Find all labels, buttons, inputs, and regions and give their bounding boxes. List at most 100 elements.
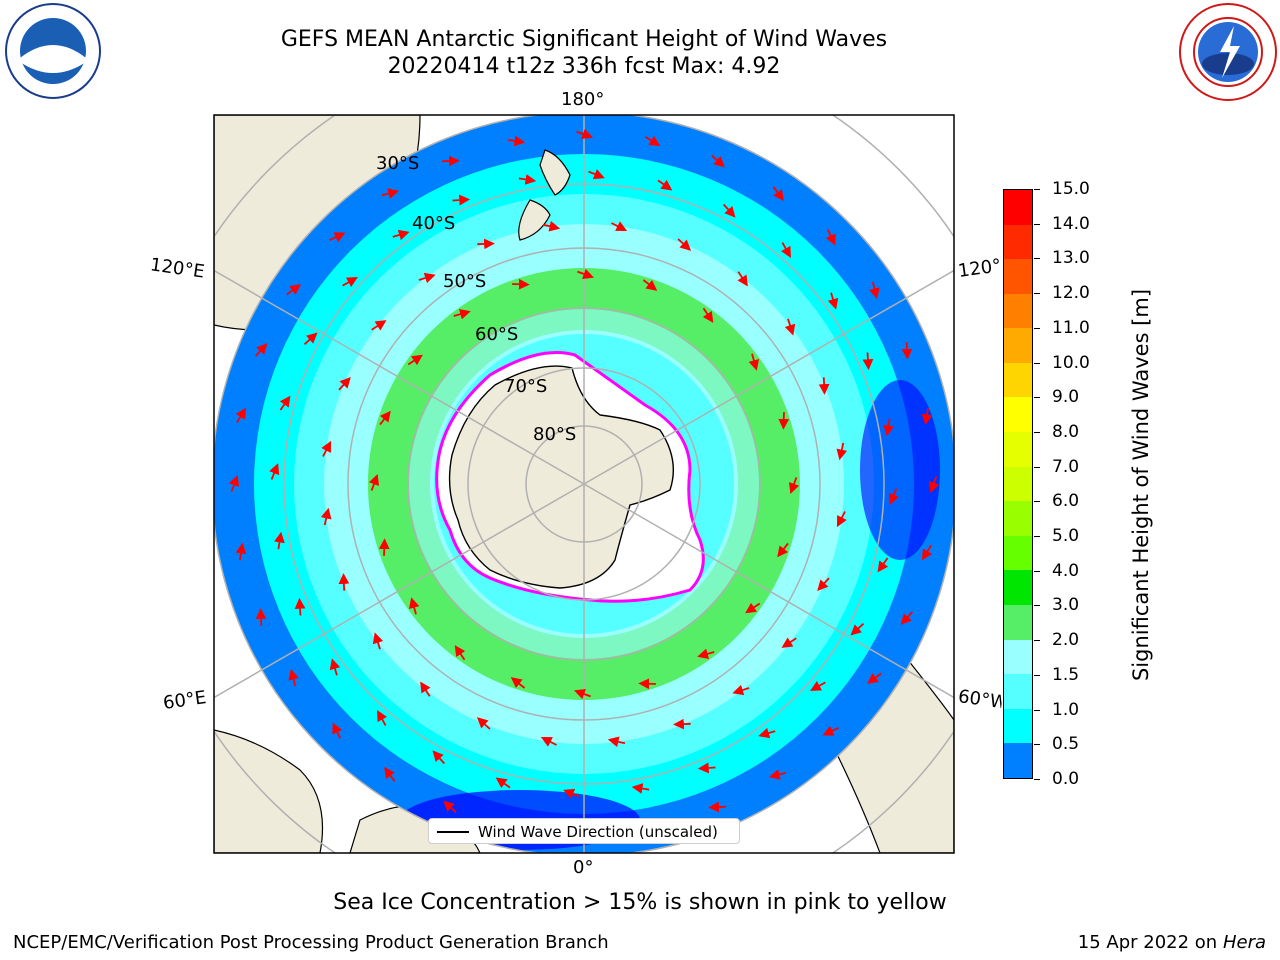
wave-direction-arrow — [407, 354, 423, 366]
wave-direction-arrow — [745, 602, 761, 614]
wave-direction-arrow — [788, 477, 800, 494]
wave-direction-arrow — [748, 353, 760, 371]
colorbar-segment — [1004, 190, 1032, 225]
wave-direction-arrow — [822, 725, 839, 736]
wave-direction-arrow — [836, 442, 848, 461]
wave-direction-arrow — [644, 135, 661, 147]
wave-direction-arrow — [443, 800, 457, 814]
colorbar-tick — [1034, 431, 1040, 433]
wave-direction-arrow — [866, 672, 882, 684]
wave-direction-arrow — [631, 783, 650, 794]
wave-direction-arrow — [758, 727, 776, 739]
lat-label-80s: 80°S — [533, 424, 576, 445]
colorbar-tick — [1034, 362, 1040, 364]
wave-direction-arrow — [540, 736, 557, 747]
wave-direction-arrow — [442, 155, 460, 167]
colorbar-segment — [1004, 501, 1032, 536]
colorbar-segment — [1004, 293, 1032, 329]
wave-direction-arrow — [507, 135, 526, 147]
land-new-zealand — [518, 149, 571, 241]
wave-direction-arrow — [708, 801, 726, 813]
wave-direction-arrow — [784, 318, 796, 336]
wave-direction-arrow — [372, 632, 384, 650]
wave-direction-arrow — [453, 308, 471, 320]
wave-direction-arrow — [381, 188, 400, 199]
wave-direction-arrow — [737, 271, 748, 287]
colorbar-tick — [1034, 709, 1040, 711]
colorbar-tick-label: 2.0 — [1052, 630, 1080, 651]
wave-direction-arrow — [780, 242, 791, 258]
wave-direction-arrow — [286, 284, 302, 296]
lat-label-70s: 70°S — [504, 376, 547, 397]
wave-direction-arrow — [512, 278, 530, 290]
wave-direction-arrow — [929, 476, 940, 493]
wave-direction-arrow — [342, 277, 358, 288]
colorbar-segment — [1004, 708, 1032, 744]
wave-direction-arrow — [294, 597, 306, 616]
lat-label-30s: 30°S — [376, 153, 419, 174]
wave-direction-arrow — [817, 577, 830, 592]
colorbar-tick-label: 0.0 — [1052, 769, 1080, 789]
chart-subtitle: 20220414 t12z 336h fcst Max: 4.92 — [387, 54, 781, 79]
wave-direction-arrow — [576, 128, 593, 139]
colorbar-tick — [1034, 744, 1040, 746]
lat-label-60s: 60°S — [475, 324, 518, 345]
wave-direction-arrow — [329, 232, 346, 243]
colorbar-segment — [1004, 674, 1032, 709]
lat-label-40s: 40°S — [412, 213, 455, 234]
colorbar-segment — [1004, 639, 1032, 675]
wave-direction-arrow — [888, 488, 899, 505]
wave-direction-arrow — [869, 281, 880, 300]
wave-direction-arrow — [702, 307, 714, 323]
colorbar-tick-label: 12.0 — [1052, 283, 1090, 304]
wave-direction-arrow — [673, 718, 691, 730]
colorbar-tick — [1034, 570, 1040, 572]
wave-direction-arrow — [542, 220, 561, 232]
wave-direction-arrow — [303, 332, 318, 345]
machine-name: Hera — [1222, 932, 1266, 953]
wave-direction-arrow — [235, 407, 247, 424]
wave-direction-arrow — [320, 507, 332, 526]
wave-direction-arrow — [772, 186, 784, 202]
colorbar-tick — [1034, 397, 1040, 399]
wave-direction-arrow — [269, 463, 280, 480]
wave-direction-arrow — [781, 637, 797, 648]
wave-direction-arrow — [379, 410, 391, 426]
colorbar-tick — [1034, 501, 1040, 503]
credit-text: NCEP/EMC/Verification Post Processing Pr… — [13, 932, 609, 953]
wave-direction-arrow — [850, 623, 865, 636]
lat-label-50s: 50°S — [443, 271, 486, 292]
colorbar-tick — [1034, 779, 1040, 780]
date-stamp: 15 Apr 2022 on Hera — [1078, 932, 1266, 953]
wave-direction-arrow — [778, 412, 790, 430]
wave-direction-arrow — [279, 395, 291, 411]
wave-direction-arrow — [518, 174, 537, 185]
wave-direction-arrow — [921, 544, 933, 561]
wave-direction-arrow — [332, 722, 343, 739]
colorbar-segment — [1004, 570, 1032, 605]
wave-direction-arrow — [377, 710, 388, 726]
wave-direction-arrow — [477, 238, 495, 250]
colorbar-segment — [1004, 743, 1032, 778]
wave-direction-arrow — [901, 342, 913, 360]
noaa-logo — [5, 3, 101, 99]
wave-direction-arrow — [368, 474, 380, 491]
colorbar-title: Significant Height of Wind Waves [m] — [1129, 288, 1153, 682]
wave-direction-arrow — [638, 678, 656, 690]
wave-direction-arrow — [768, 769, 787, 780]
colorbar-tick — [1034, 258, 1040, 260]
colorbar-segment — [1004, 535, 1032, 571]
wave-direction-arrow — [418, 272, 436, 284]
colorbar-tick-label: 3.0 — [1052, 595, 1080, 616]
chart-title: GEFS MEAN Antarctic Significant Height o… — [280, 27, 888, 52]
land-antarctica — [448, 365, 675, 589]
colorbar-tick-label: 15.0 — [1052, 179, 1090, 199]
wave-direction-arrow — [711, 154, 725, 168]
legend-line-swatch — [437, 831, 469, 833]
wave-direction-arrow — [371, 320, 387, 331]
colorbar-tick-label: 10.0 — [1052, 352, 1090, 373]
sea-ice-note: Sea Ice Concentration > 15% is shown in … — [333, 890, 947, 915]
wave-direction-arrow — [836, 511, 847, 528]
wave-direction-arrow — [378, 538, 390, 556]
